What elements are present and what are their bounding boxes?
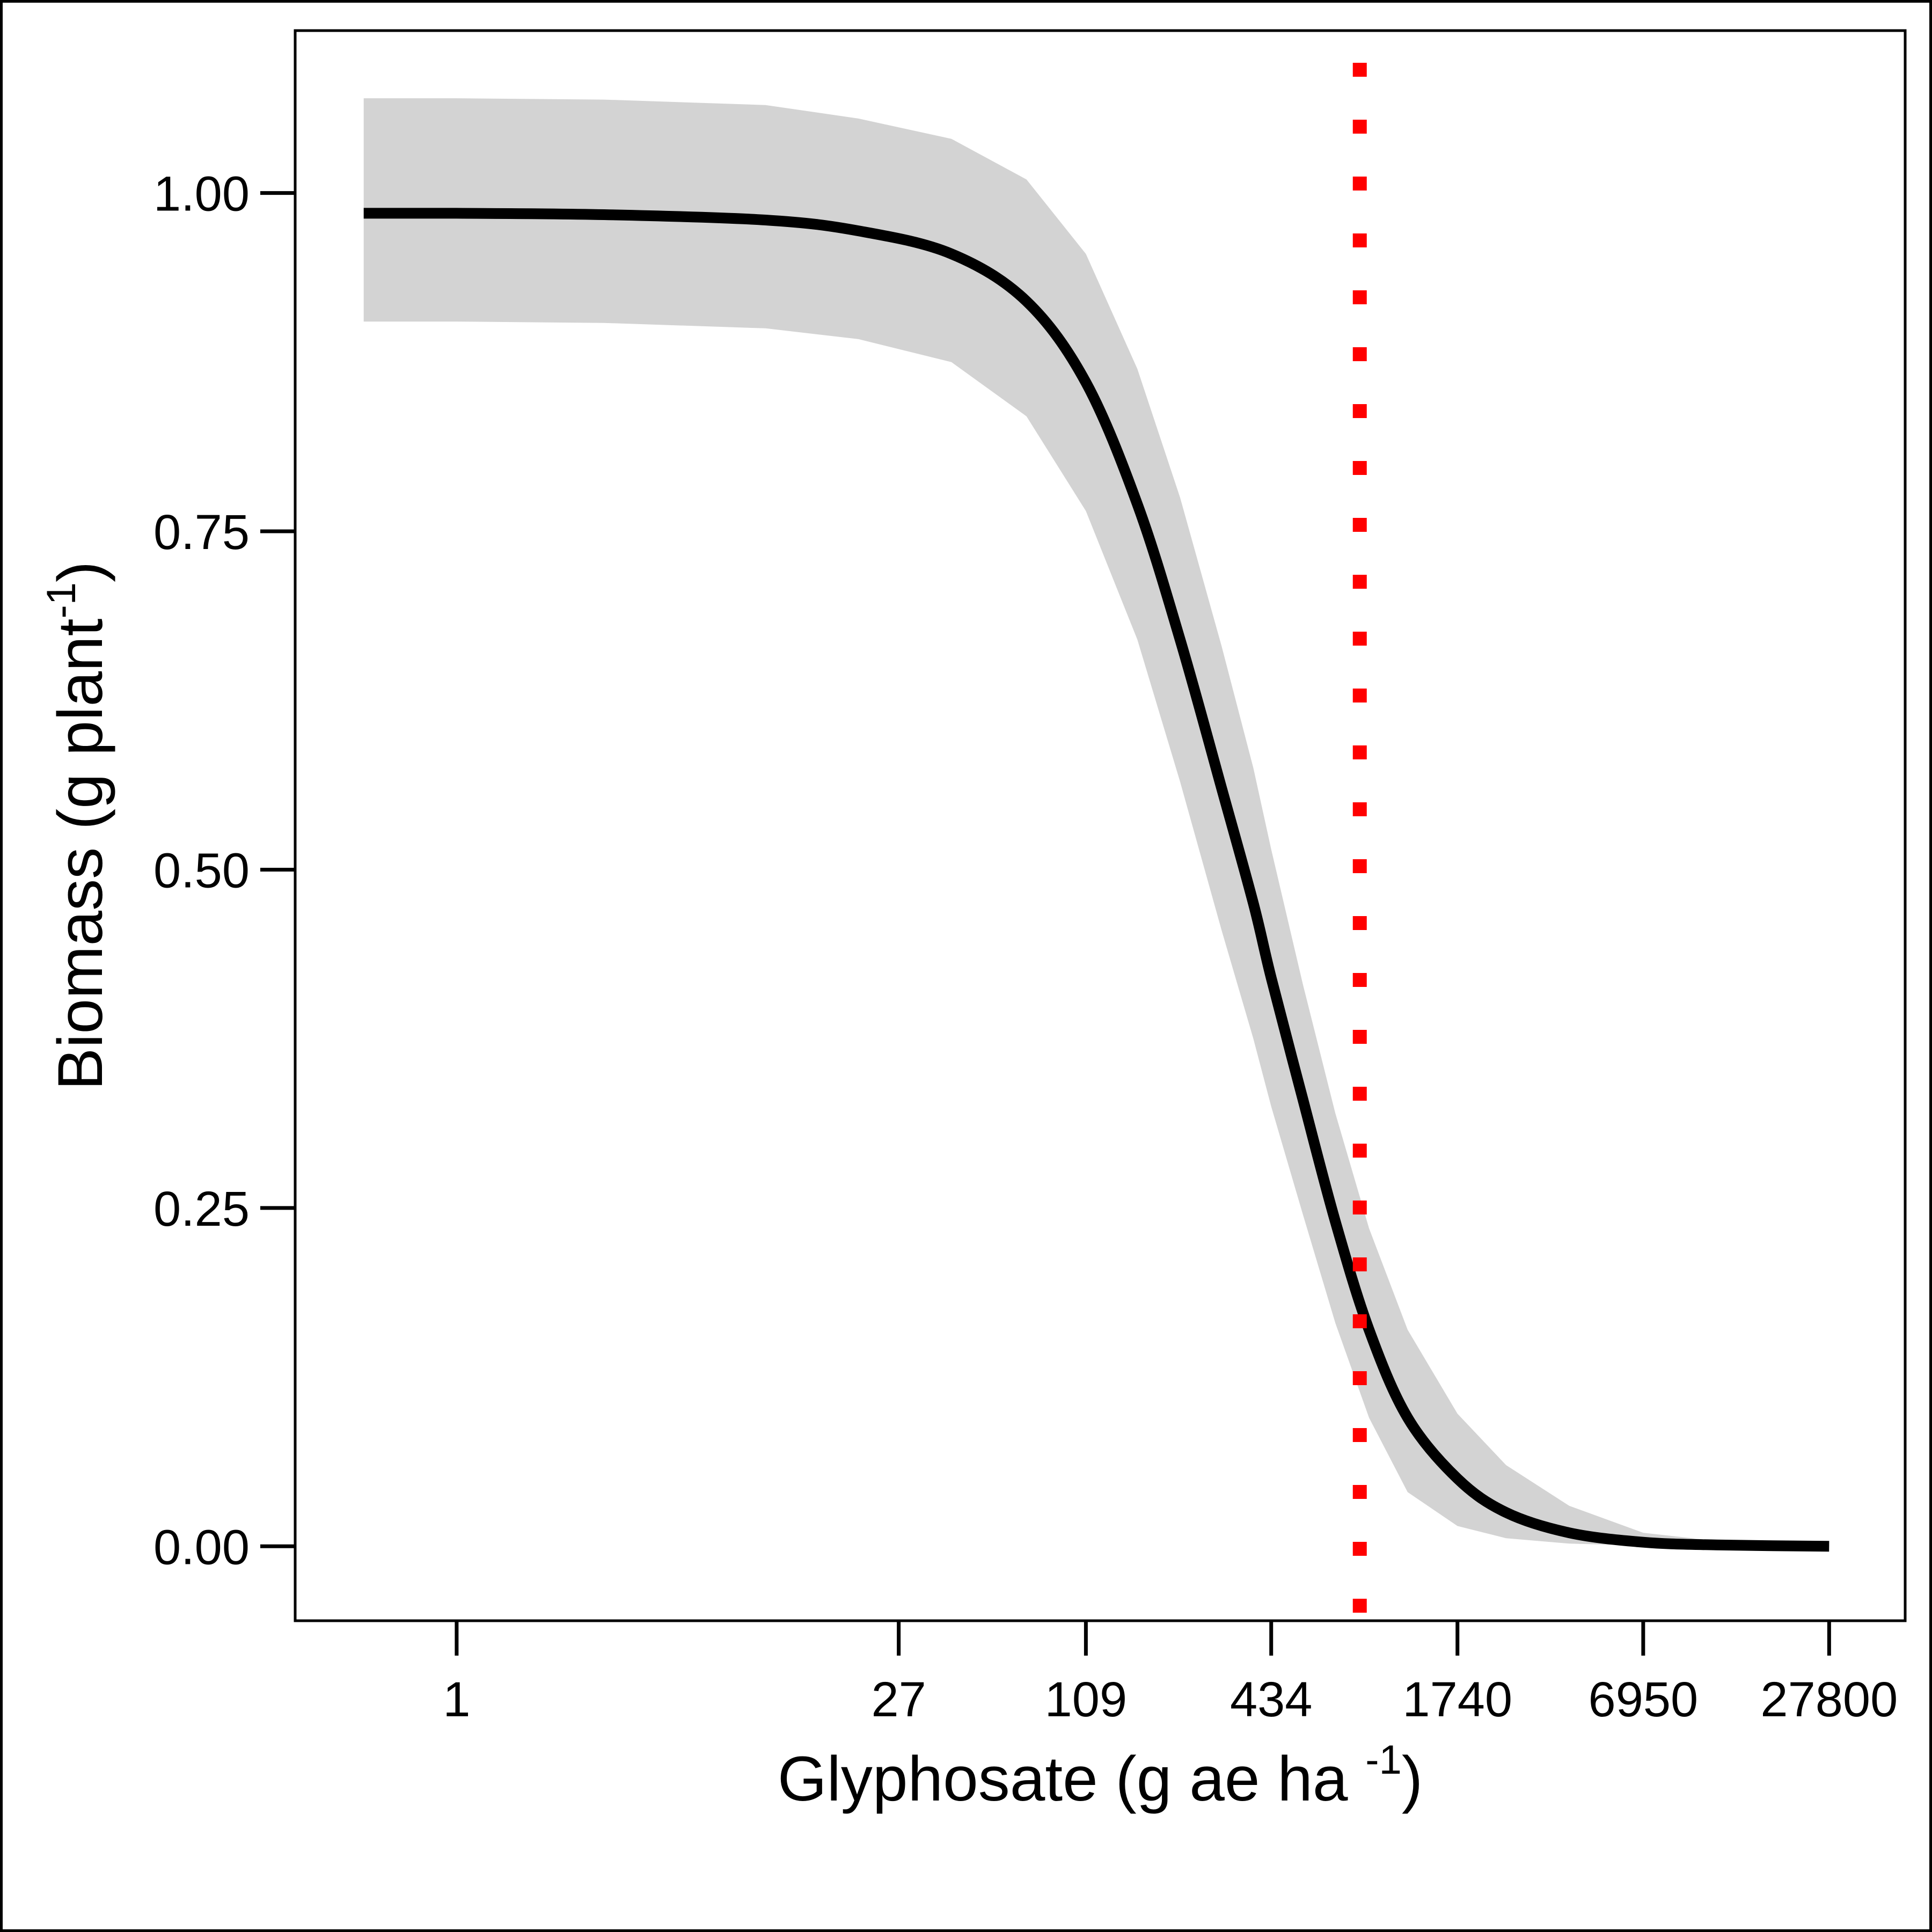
y-tick-label-0.25: 0.25 [153,1182,250,1236]
x-tick-label-6950: 6950 [1589,1672,1699,1727]
x-tick-label-27: 27 [871,1672,926,1727]
confidence-band-layer [363,98,1829,1547]
axis-title-text: Glyphosate (g ae ha [778,1744,1365,1814]
axis-title-superscript: -1 [39,582,84,619]
x-tick-label-27800: 27800 [1760,1672,1898,1727]
x-tick-label-1: 1 [443,1672,470,1727]
series-line-0 [363,208,1829,1552]
x-axis: 1 27 109 434 1740 6950 27800 [443,1621,1898,1727]
x-tick-label-434: 434 [1230,1672,1313,1727]
y-axis-title: Biomass (g plant-1) [39,561,116,1091]
y-tick-label-0.75: 0.75 [153,505,250,560]
x-axis-title: Glyphosate (g ae ha -1) [778,1737,1423,1814]
axis-title-suffix: ) [1402,1744,1423,1814]
y-tick-label-0.50: 0.50 [153,843,250,898]
chart-canvas: 1 27 109 434 1740 6950 27800 0.00 0.25 0.50 0.75 1… [3,3,1929,1929]
axis-title-suffix: ) [45,561,116,582]
y-tick-label-0.00: 0.00 [153,1520,250,1575]
axis-title-text: Biomass (g plant [45,619,116,1091]
y-tick-label-1.00: 1.00 [153,167,250,222]
confidence-band [363,98,1829,1547]
x-tick-label-109: 109 [1045,1672,1128,1727]
x-tick-label-1740: 1740 [1402,1672,1512,1727]
y-axis: 0.00 0.25 0.50 0.75 1.00 [153,167,295,1575]
plot-frame [294,29,1907,1622]
axis-title-superscript: -1 [1365,1737,1402,1783]
series-layer [363,208,1829,1552]
